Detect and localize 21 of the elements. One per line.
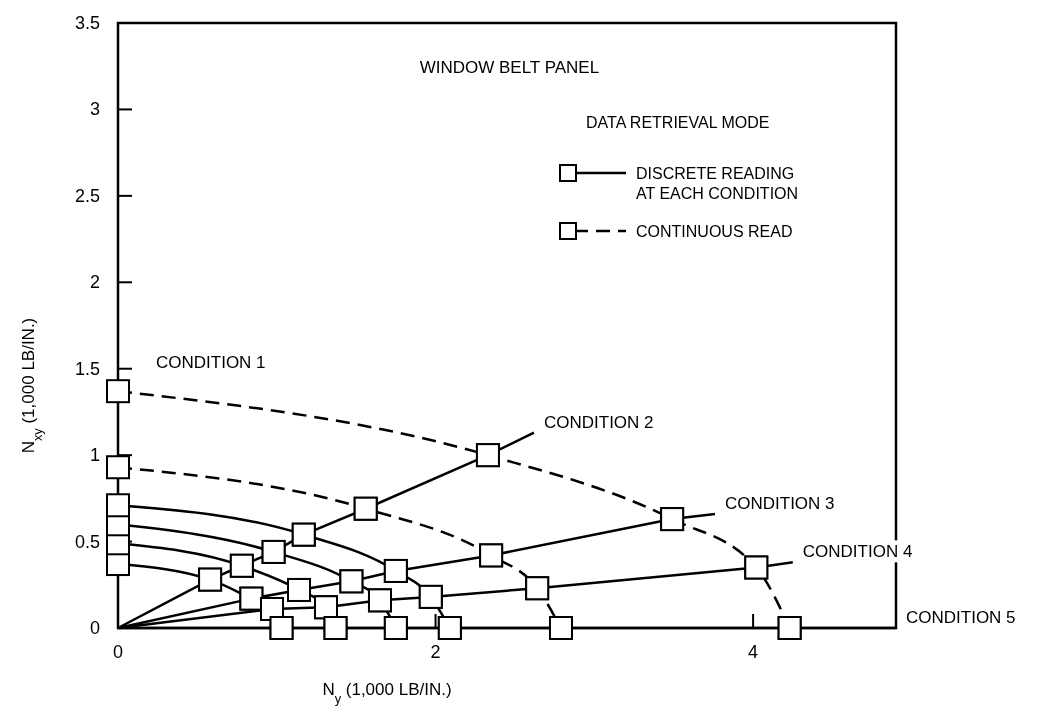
y-tick-label: 2.5	[74, 185, 100, 206]
y-tick-label: 0	[89, 618, 100, 638]
series-label: CONDITION 3	[725, 493, 835, 513]
x-tick-label: 4	[748, 642, 759, 662]
series-label: CONDITION 4	[802, 542, 913, 562]
y-tick-label: 0.5	[74, 531, 100, 552]
legend-label: DISCRETE READING AT EACH CONDITION	[636, 165, 799, 202]
y-tick-label: 2	[89, 272, 100, 293]
annotation: CONDITION 1	[156, 352, 266, 372]
legend-title: DATA RETRIEVAL MODE	[586, 114, 770, 131]
y-tick-label: 3.5	[74, 13, 100, 33]
y-tick-label: 3	[89, 99, 100, 120]
x-tick-label: 2	[430, 642, 441, 662]
text: WINDOW BELT PANEL	[419, 58, 600, 77]
x-axis-title: N$_{y}$ (1,000 LB/IN.)	[322, 680, 452, 706]
y-tick-label: 1.5	[74, 358, 100, 379]
legend-label: CONTINUOUS READ	[636, 223, 793, 240]
series-label: CONDITION 5	[906, 608, 1016, 627]
y-tick-label: 1	[89, 445, 100, 466]
series-label: CONDITION 2	[543, 412, 654, 432]
x-tick-label: 0	[112, 642, 124, 662]
